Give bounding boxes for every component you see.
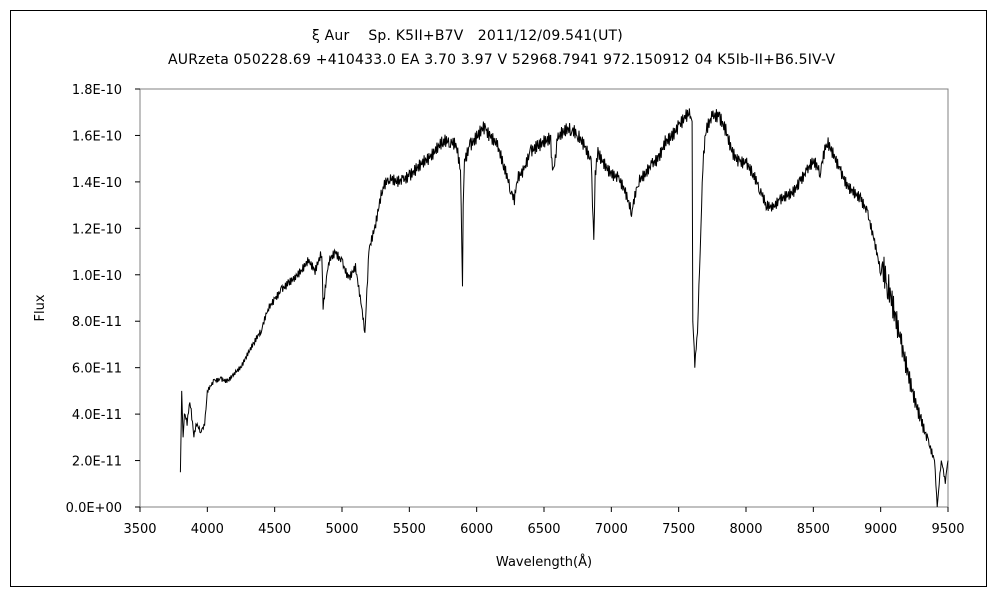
y-axis-label: Flux xyxy=(33,294,48,321)
x-tick-label: 7000 xyxy=(595,522,628,537)
spectrum-series-line xyxy=(179,108,949,508)
y-tick-label: 1.2E-10 xyxy=(72,222,122,237)
y-tick-label: 0.0E+00 xyxy=(66,501,122,516)
x-tick-label: 9500 xyxy=(931,522,964,537)
chart-title: ξ Aur Sp. K5II+B7V 2011/12/09.541(UT) xyxy=(312,28,623,44)
x-tick-label: 8500 xyxy=(797,522,830,537)
y-tick-label: 6.0E-11 xyxy=(72,362,122,377)
x-axis-label: Wavelength(Å) xyxy=(496,554,592,570)
x-tick-label: 4000 xyxy=(191,522,224,537)
x-tick-label: 7500 xyxy=(662,522,695,537)
plot-area xyxy=(139,88,949,508)
x-tick-label: 5000 xyxy=(325,522,358,537)
x-tick-label: 3500 xyxy=(123,522,156,537)
x-tick-label: 5500 xyxy=(393,522,426,537)
x-tick-label: 4500 xyxy=(258,522,291,537)
y-tick-label: 1.4E-10 xyxy=(72,176,122,191)
chart-subtitle: AURzeta 050228.69 +410433.0 EA 3.70 3.97… xyxy=(168,52,836,68)
x-tick-label: 6000 xyxy=(460,522,493,537)
chart-frame xyxy=(10,10,987,587)
y-tick-label: 4.0E-11 xyxy=(72,408,122,423)
y-tick-label: 1.6E-10 xyxy=(72,129,122,144)
y-tick-label: 1.0E-10 xyxy=(72,269,122,284)
x-tick-label: 8000 xyxy=(729,522,762,537)
y-tick-label: 8.0E-11 xyxy=(72,315,122,330)
x-tick-label: 6500 xyxy=(527,522,560,537)
y-tick-label: 1.8E-10 xyxy=(72,83,122,98)
y-tick-label: 2.0E-11 xyxy=(72,455,122,470)
x-tick-label: 9000 xyxy=(864,522,897,537)
